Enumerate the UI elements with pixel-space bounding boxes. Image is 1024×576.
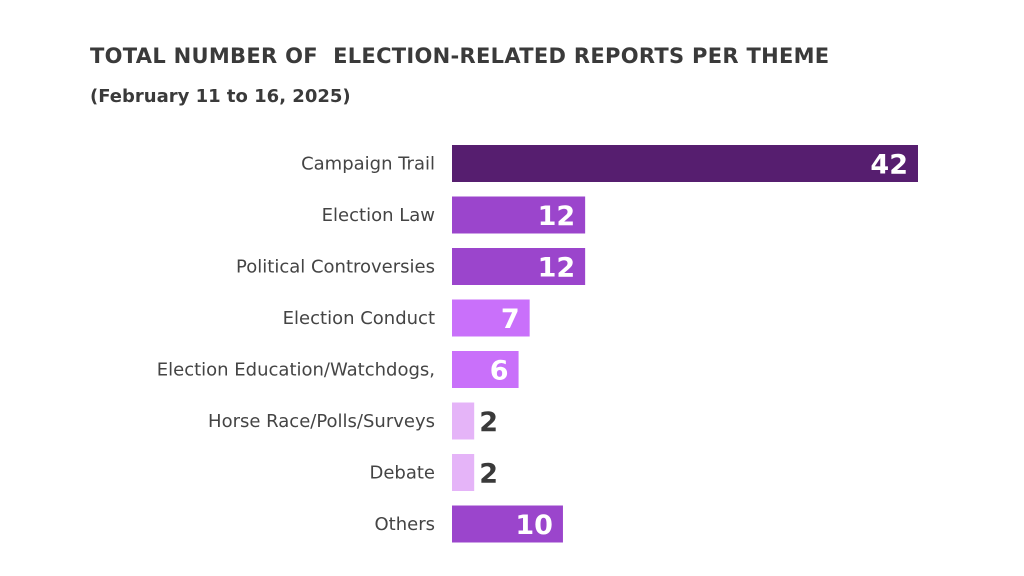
bar-1 (452, 196, 586, 234)
bar-5 (452, 402, 475, 440)
bar-4 (452, 351, 519, 388)
category-label-3: Election Conduct (283, 308, 435, 329)
chart-subtitle: (February 11 to 16, 2025) (90, 86, 351, 107)
value-label-1: 12 (538, 201, 576, 232)
value-label-0: 42 (870, 150, 908, 181)
value-label-6: 2 (479, 459, 498, 490)
category-label-1: Election Law (322, 205, 435, 226)
category-label-5: Horse Race/Polls/Surveys (208, 411, 435, 432)
category-label-4: Election Education/Watchdogs, (157, 360, 435, 381)
chart-title: TOTAL NUMBER OF ELECTION-RELATED REPORTS… (90, 44, 830, 68)
bar-3 (452, 299, 530, 337)
bar-2 (452, 248, 586, 285)
value-label-7: 10 (515, 510, 553, 541)
category-label-7: Others (375, 514, 436, 535)
value-label-3: 7 (501, 304, 520, 335)
value-label-5: 2 (479, 407, 498, 438)
category-label-0: Campaign Trail (301, 154, 435, 175)
bar-0 (452, 145, 918, 182)
value-label-2: 12 (538, 253, 576, 284)
bar-7 (452, 505, 563, 543)
category-label-2: Political Controversies (236, 257, 435, 278)
category-label-6: Debate (369, 463, 435, 484)
bar-6 (452, 454, 475, 491)
value-label-4: 6 (490, 356, 509, 387)
